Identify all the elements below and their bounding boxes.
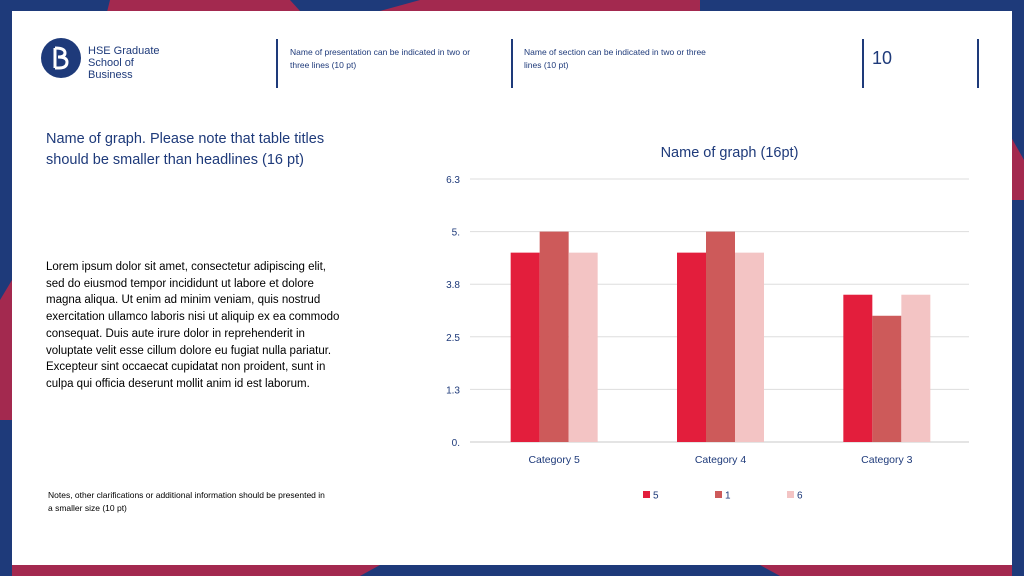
bar (735, 252, 764, 442)
x-tick-label: Category 5 (528, 454, 580, 466)
bar (539, 231, 569, 442)
bar (901, 294, 931, 442)
page-number: 10 (872, 48, 893, 68)
hse-logo: HSE Graduate School of Business (41, 38, 181, 81)
x-tick-label: Category 4 (695, 454, 747, 466)
header-divider (977, 39, 979, 88)
bar (510, 252, 540, 442)
y-tick-label: 6.3 (446, 175, 460, 186)
bar (677, 252, 706, 442)
y-tick-label: 2.5 (446, 333, 460, 344)
header-divider (511, 39, 513, 88)
x-tick-label: Category 3 (861, 454, 913, 466)
logo-text: HSE Graduate School of Business (88, 45, 160, 81)
y-tick-label: 3.8 (446, 280, 460, 291)
legend-swatch (787, 491, 794, 498)
notes-text: Notes, other clarifications or additiona… (48, 490, 325, 513)
legend-label: 6 (797, 491, 803, 502)
body-text: Lorem ipsum dolor sit amet, consectetur … (46, 261, 340, 390)
y-tick-label: 1.3 (446, 385, 460, 396)
header-divider (862, 39, 864, 88)
y-tick-label: 0. (452, 438, 460, 449)
section-name: Name of section can be indicated in two … (524, 47, 706, 70)
graph-description-title: Name of graph. Please note that table ti… (46, 131, 325, 168)
presentation-name: Name of presentation can be indicated in… (290, 47, 471, 70)
bar (843, 294, 873, 442)
legend-label: 1 (725, 491, 731, 502)
legend-swatch (643, 491, 650, 498)
bar (872, 315, 902, 442)
legend-swatch (715, 491, 722, 498)
legend-label: 5 (653, 491, 659, 502)
header-divider (276, 39, 278, 88)
bar (568, 252, 598, 442)
chart-title: Name of graph (16pt) (661, 145, 799, 161)
bar (706, 231, 735, 442)
y-tick-label: 5. (452, 228, 460, 239)
hse-logo-icon (41, 38, 81, 78)
